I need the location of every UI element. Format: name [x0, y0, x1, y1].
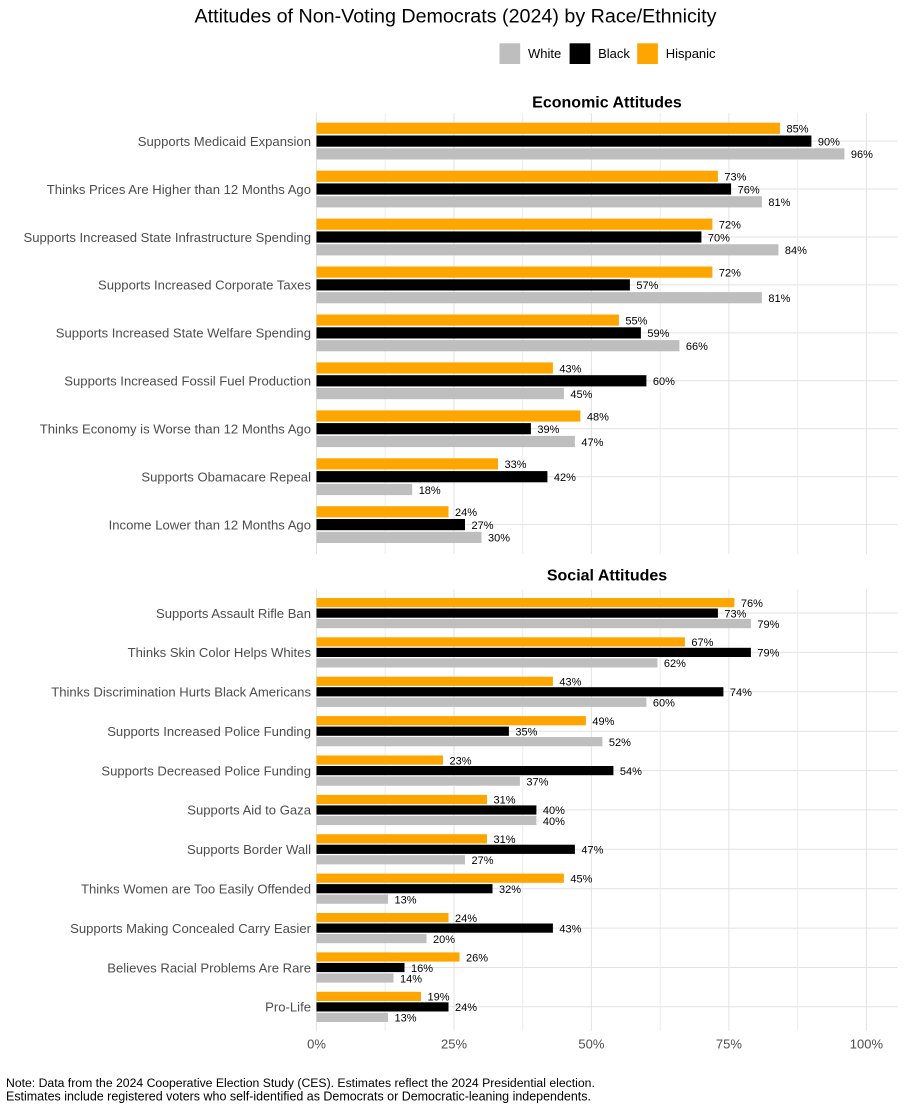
svg-text:52%: 52%	[609, 737, 631, 749]
svg-text:Note: Data from the 2024 Coope: Note: Data from the 2024 Cooperative Ele…	[6, 1076, 595, 1090]
svg-text:33%: 33%	[505, 459, 527, 471]
svg-text:Supports Border Wall: Supports Border Wall	[187, 842, 311, 857]
svg-text:76%: 76%	[738, 184, 760, 196]
svg-text:39%: 39%	[537, 424, 559, 436]
svg-text:79%: 79%	[757, 648, 779, 660]
svg-text:Thinks Economy is Worse than 1: Thinks Economy is Worse than 12 Months A…	[40, 422, 311, 437]
svg-text:48%: 48%	[587, 411, 609, 423]
svg-text:57%: 57%	[636, 280, 658, 292]
svg-text:Supports Obamacare Repeal: Supports Obamacare Repeal	[141, 470, 311, 485]
svg-text:Thinks Women are Too Easily Of: Thinks Women are Too Easily Offended	[81, 882, 311, 897]
svg-text:Supports Increased Corporate T: Supports Increased Corporate Taxes	[98, 278, 311, 293]
svg-text:0%: 0%	[307, 1037, 326, 1052]
svg-text:67%: 67%	[691, 637, 713, 649]
svg-text:Attitudes of Non-Voting Democr: Attitudes of Non-Voting Democrats (2024)…	[195, 6, 717, 28]
svg-text:54%: 54%	[620, 766, 642, 778]
svg-text:18%: 18%	[419, 485, 441, 497]
svg-text:76%: 76%	[741, 598, 763, 610]
svg-text:60%: 60%	[653, 698, 675, 710]
svg-text:40%: 40%	[543, 816, 565, 828]
svg-text:72%: 72%	[719, 220, 741, 232]
svg-text:24%: 24%	[455, 507, 477, 519]
svg-text:Thinks Discrimination Hurts Bl: Thinks Discrimination Hurts Black Americ…	[51, 685, 311, 700]
svg-text:81%: 81%	[768, 293, 790, 305]
svg-text:72%: 72%	[719, 267, 741, 279]
svg-text:90%: 90%	[818, 136, 840, 148]
svg-text:73%: 73%	[724, 608, 746, 620]
svg-text:Supports Increased Fossil Fuel: Supports Increased Fossil Fuel Productio…	[64, 374, 311, 389]
svg-text:16%: 16%	[411, 963, 433, 975]
svg-text:27%: 27%	[472, 855, 494, 867]
svg-text:43%: 43%	[559, 923, 581, 935]
svg-text:Hispanic: Hispanic	[666, 46, 716, 61]
svg-text:Economic Attitudes: Economic Attitudes	[532, 95, 682, 112]
svg-text:13%: 13%	[395, 895, 417, 907]
svg-text:31%: 31%	[494, 834, 516, 846]
svg-text:40%: 40%	[543, 805, 565, 817]
svg-text:White: White	[528, 46, 561, 61]
svg-text:Supports Decreased Police Fund: Supports Decreased Police Funding	[101, 763, 311, 778]
svg-text:49%: 49%	[592, 716, 614, 728]
svg-text:59%: 59%	[647, 328, 669, 340]
svg-text:55%: 55%	[625, 315, 647, 327]
svg-text:Supports Increased State Welfa: Supports Increased State Welfare Spendin…	[56, 326, 311, 341]
svg-text:Thinks Prices Are Higher than: Thinks Prices Are Higher than 12 Months …	[47, 182, 311, 197]
svg-text:96%: 96%	[851, 149, 873, 161]
svg-text:74%: 74%	[730, 687, 752, 699]
svg-text:Supports Aid to Gaza: Supports Aid to Gaza	[187, 803, 311, 818]
svg-text:Thinks Skin Color Helps Whites: Thinks Skin Color Helps Whites	[128, 645, 312, 660]
svg-text:23%: 23%	[450, 755, 472, 767]
svg-text:19%: 19%	[428, 992, 450, 1004]
svg-text:14%: 14%	[400, 973, 422, 985]
svg-text:81%: 81%	[768, 197, 790, 209]
svg-text:50%: 50%	[578, 1037, 604, 1052]
svg-text:85%: 85%	[787, 124, 809, 136]
svg-text:24%: 24%	[455, 913, 477, 925]
svg-text:25%: 25%	[441, 1037, 467, 1052]
svg-text:27%: 27%	[472, 520, 494, 532]
svg-text:13%: 13%	[395, 1013, 417, 1025]
svg-text:24%: 24%	[455, 1002, 477, 1014]
svg-text:79%: 79%	[757, 619, 779, 631]
svg-text:62%: 62%	[664, 658, 686, 670]
svg-text:Supports Increased Police Fund: Supports Increased Police Funding	[107, 724, 311, 739]
svg-text:31%: 31%	[494, 795, 516, 807]
svg-text:47%: 47%	[581, 437, 603, 449]
svg-text:Income Lower than 12 Months Ag: Income Lower than 12 Months Ago	[109, 517, 311, 532]
svg-text:Social Attitudes: Social Attitudes	[547, 567, 667, 584]
svg-text:84%: 84%	[785, 245, 807, 257]
svg-text:Believes Racial Problems Are R: Believes Racial Problems Are Rare	[107, 960, 311, 975]
svg-text:Estimates include registered v: Estimates include registered voters who …	[6, 1090, 591, 1104]
svg-text:66%: 66%	[686, 341, 708, 353]
svg-text:26%: 26%	[466, 952, 488, 964]
svg-text:35%: 35%	[515, 727, 537, 739]
svg-text:60%: 60%	[653, 376, 675, 388]
svg-text:Supports Making Concealed Carr: Supports Making Concealed Carry Easier	[70, 921, 312, 936]
svg-text:Black: Black	[598, 46, 630, 61]
svg-text:20%: 20%	[433, 934, 455, 946]
svg-text:30%: 30%	[488, 533, 510, 545]
svg-text:70%: 70%	[708, 232, 730, 244]
svg-text:45%: 45%	[570, 389, 592, 401]
svg-text:Pro-Life: Pro-Life	[265, 1000, 311, 1015]
svg-text:Supports Medicaid Expansion: Supports Medicaid Expansion	[138, 134, 311, 149]
svg-text:37%: 37%	[526, 776, 548, 788]
svg-text:43%: 43%	[559, 677, 581, 689]
svg-text:43%: 43%	[559, 363, 581, 375]
svg-text:32%: 32%	[499, 884, 521, 896]
svg-text:75%: 75%	[716, 1037, 742, 1052]
svg-text:42%: 42%	[554, 472, 576, 484]
svg-text:100%: 100%	[850, 1037, 884, 1052]
svg-text:73%: 73%	[724, 172, 746, 184]
svg-text:45%: 45%	[570, 874, 592, 886]
svg-text:Supports Assault Rifle Ban: Supports Assault Rifle Ban	[156, 606, 311, 621]
svg-text:47%: 47%	[581, 845, 603, 857]
svg-text:Supports Increased State Infra: Supports Increased State Infrastructure …	[23, 230, 311, 245]
